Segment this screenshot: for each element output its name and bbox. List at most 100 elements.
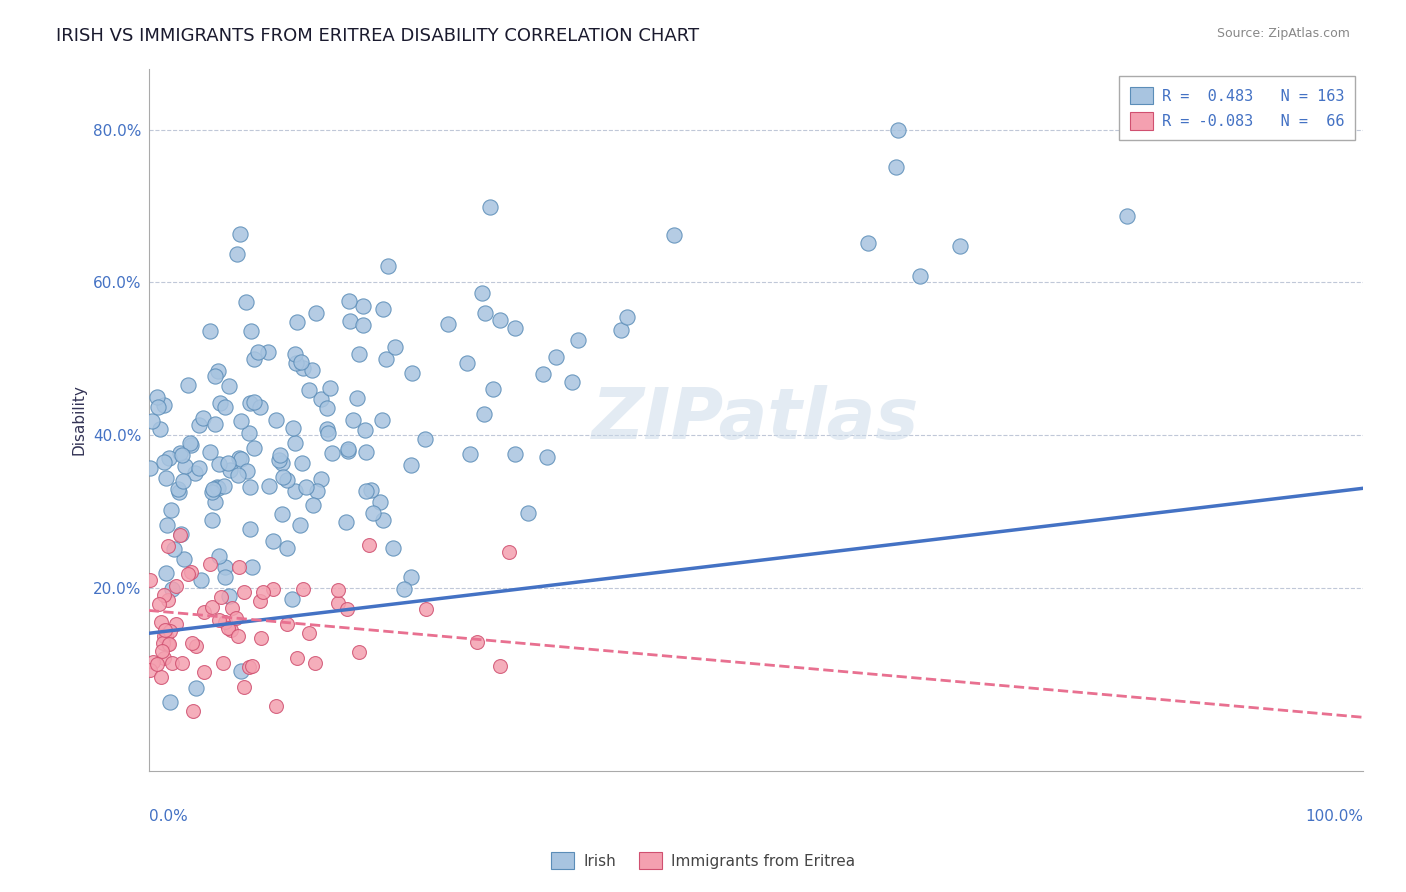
Point xyxy=(204,417,226,431)
Point xyxy=(326,596,349,610)
Point xyxy=(193,605,215,619)
Point xyxy=(336,601,359,615)
Text: ZIPatlas: ZIPatlas xyxy=(592,385,920,454)
Point xyxy=(146,401,169,415)
Point xyxy=(236,464,259,478)
Point xyxy=(567,333,589,347)
Point xyxy=(169,445,191,459)
Point xyxy=(384,340,406,354)
Point xyxy=(269,448,291,462)
Point xyxy=(226,247,249,261)
Point xyxy=(336,442,359,456)
Point xyxy=(290,355,312,369)
Point xyxy=(560,375,582,389)
Point xyxy=(169,528,191,542)
Point xyxy=(243,441,266,455)
Point xyxy=(392,582,415,596)
Point xyxy=(284,436,307,450)
Point xyxy=(249,401,271,415)
Point xyxy=(357,538,380,552)
Point xyxy=(354,444,377,458)
Point xyxy=(139,461,162,475)
Point xyxy=(180,438,202,452)
Point xyxy=(271,470,294,484)
Point xyxy=(249,593,271,607)
Point xyxy=(228,560,250,574)
Point xyxy=(276,473,298,487)
Point xyxy=(262,533,284,548)
Y-axis label: Disability: Disability xyxy=(72,384,86,455)
Point xyxy=(478,200,501,214)
Point xyxy=(139,663,162,677)
Point xyxy=(139,574,162,588)
Point xyxy=(292,360,315,375)
Point xyxy=(257,479,280,493)
Point xyxy=(250,632,273,646)
Point xyxy=(291,582,314,596)
Point xyxy=(205,480,228,494)
Point xyxy=(153,650,176,665)
Point xyxy=(352,299,374,313)
Point xyxy=(239,396,262,410)
Point xyxy=(198,324,221,338)
Point xyxy=(318,426,340,441)
Point xyxy=(153,588,176,602)
Point xyxy=(328,582,350,597)
Point xyxy=(217,456,239,470)
Point xyxy=(165,579,187,593)
Point xyxy=(305,484,328,499)
Point xyxy=(284,347,307,361)
Point xyxy=(301,362,323,376)
Point xyxy=(360,483,382,497)
Point xyxy=(172,475,194,489)
Point xyxy=(283,421,305,435)
Point xyxy=(167,485,190,500)
Point xyxy=(342,413,364,427)
Point xyxy=(267,453,290,467)
Point xyxy=(167,482,190,496)
Point xyxy=(1116,209,1139,223)
Point xyxy=(184,681,207,696)
Point xyxy=(207,457,229,471)
Point xyxy=(315,422,337,436)
Point xyxy=(150,644,173,658)
Point xyxy=(284,484,307,499)
Point xyxy=(173,552,195,566)
Point xyxy=(401,570,423,584)
Point xyxy=(437,318,460,332)
Point xyxy=(488,313,510,327)
Point xyxy=(361,506,384,520)
Point xyxy=(305,306,328,320)
Point xyxy=(170,449,193,463)
Point xyxy=(193,665,215,680)
Point xyxy=(309,392,332,406)
Point xyxy=(368,495,391,509)
Point xyxy=(201,482,224,496)
Point xyxy=(240,559,263,574)
Point xyxy=(219,463,242,477)
Point xyxy=(517,506,540,520)
Point xyxy=(240,659,263,673)
Point xyxy=(415,602,437,616)
Point xyxy=(218,590,240,604)
Point xyxy=(214,400,236,414)
Point xyxy=(169,527,191,541)
Point xyxy=(174,459,197,474)
Point xyxy=(346,392,368,406)
Point xyxy=(662,227,685,242)
Point xyxy=(157,636,180,650)
Point xyxy=(886,122,908,136)
Point xyxy=(198,445,221,459)
Point xyxy=(179,435,201,450)
Point xyxy=(214,570,236,584)
Point xyxy=(149,670,172,684)
Point xyxy=(264,412,287,426)
Point xyxy=(155,629,177,643)
Point xyxy=(239,480,262,494)
Point xyxy=(184,639,207,653)
Point xyxy=(242,351,264,366)
Point xyxy=(235,294,257,309)
Point xyxy=(311,472,333,486)
Point xyxy=(152,455,174,469)
Point xyxy=(271,456,294,470)
